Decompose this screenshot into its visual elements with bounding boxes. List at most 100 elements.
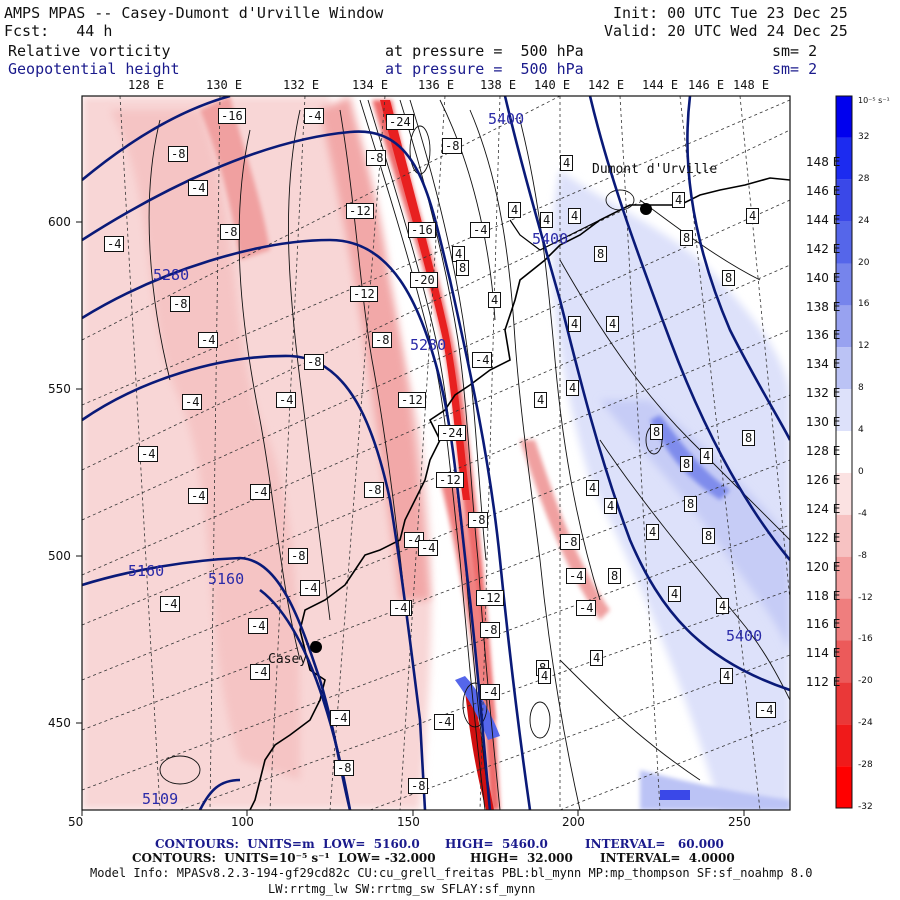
height-label: 5400 [532,230,569,248]
colorbar-label: 16 [858,299,870,310]
height-label: 5400 [726,627,763,645]
right-lon-label: 144 E [806,212,841,227]
colorbar-swatch [836,472,852,515]
colorbar-swatch [836,556,852,599]
vorticity-contour-label: -4 [390,600,411,616]
vorticity-contour-label: -4 [576,600,597,616]
x-tick-100: 100 [231,815,254,829]
height-label: 5160 [128,562,165,580]
footer-vort-high: HIGH= 32.000 [470,851,573,865]
vorticity-contour-label: -4 [198,332,219,348]
x-tick-150: 150 [397,815,420,829]
init-time: Init: 00 UTC Tue 23 Dec 25 [613,4,848,22]
vorticity-contour-label: -4 [188,180,209,196]
colorbar-swatch [836,431,852,473]
colorbar-label: 0 [858,466,864,477]
vorticity-contour-label: -12 [350,286,378,302]
right-lon-label: 134 E [806,357,841,372]
vorticity-contour-label: -4 [304,108,325,124]
vorticity-field [82,96,790,810]
vorticity-contour-label: -16 [218,108,246,124]
vorticity-contour-label: 4 [586,480,600,496]
vorticity-contour-label: -4 [472,352,493,368]
vorticity-contours [148,99,790,810]
right-lon-label: 136 E [806,328,841,343]
vorticity-contour-label: -8 [366,150,387,166]
footer-height-contours: CONTOURS: UNITS=m LOW= 5160.0 [155,837,420,851]
right-lon-label: 122 E [806,530,841,545]
top-lon-label: 134 E [352,78,389,92]
colorbar-label: 8 [858,383,864,394]
vorticity-contour-label: -8 [442,138,463,154]
vorticity-contour-label: 4 [672,192,686,208]
colorbar-label: -24 [858,718,873,729]
vorticity-contour-label: 4 [508,202,522,218]
vorticity-contour-label: -16 [408,222,436,238]
colorbar-swatch [836,766,852,808]
vorticity-contour-label: 8 [680,230,694,246]
colorbar-label: 4 [858,425,864,436]
vorticity-contour-label: 4 [538,668,552,684]
vorticity-contour-label: -8 [372,332,393,348]
vorticity-contour-label: -4 [182,394,203,410]
colorbar-swatch [836,640,852,683]
right-lon-label: 138 E [806,299,841,314]
field2-pressure: at pressure = 500 hPa [385,60,584,78]
vorticity-contour-label: -4 [276,392,297,408]
height-label: 5400 [488,110,525,128]
right-lon-label: 142 E [806,241,841,256]
y-tick-450: 450 [48,716,71,730]
right-lon-label: 112 E [806,675,841,690]
height-label: 5280 [153,266,190,284]
top-lon-label: 130 E [206,78,243,92]
station-dumont-durville-marker [640,203,652,215]
vorticity-contour-label: 4 [716,598,730,614]
vorticity-contour-label: -4 [138,446,159,462]
right-lon-label: 126 E [806,472,841,487]
colorbar-swatch [836,221,852,264]
colorbar-label: -28 [858,760,873,771]
vorticity-contour-label: 8 [594,246,608,262]
top-lon-label: 146 E [688,78,725,92]
vorticity-contour-label: -8 [468,512,489,528]
height-label: 5280 [410,336,447,354]
y-tick-500: 500 [48,549,71,563]
vorticity-contour-label: -12 [436,472,464,488]
colorbar-swatch [836,179,852,222]
vorticity-contour-label: -4 [104,236,125,252]
right-lon-label: 140 E [806,270,841,285]
vorticity-contour-label: -4 [248,618,269,634]
vorticity-contour-label: 4 [604,498,618,514]
x-tick-50: 50 [68,815,84,829]
field1-name: Relative vorticity [8,42,171,60]
vorticity-contour-label: -20 [410,272,438,288]
vorticity-contour-label: -4 [250,484,271,500]
vorticity-contour-label: 4 [646,524,660,540]
top-lon-label: 132 E [283,78,320,92]
height-label: 5109 [142,790,179,808]
top-lon-label: 142 E [588,78,625,92]
footer-vort-interval: INTERVAL= 4.0000 [600,851,735,865]
top-lon-label: 138 E [480,78,517,92]
vorticity-contour-label: -8 [304,354,325,370]
vorticity-contour-label: -4 [300,580,321,596]
vorticity-contour-label: 8 [680,456,694,472]
x-tick-200: 200 [562,815,585,829]
y-tick-600: 600 [48,215,71,229]
vorticity-contour-label: -4 [434,714,455,730]
vorticity-contour-label: 4 [590,650,604,666]
vorticity-contour-label: -8 [480,622,501,638]
colorbar-label: -32 [858,802,873,812]
colorbar-label: 20 [858,257,870,268]
colorbar-swatch [836,514,852,557]
forecast-hour: Fcst: 44 h [4,22,113,40]
top-lon-label: 128 E [128,78,165,92]
colorbar-label: 24 [858,215,870,226]
colorbar-swatch [836,96,852,138]
vorticity-contour-label: 8 [608,568,622,584]
colorbar-label: -4 [858,508,867,519]
vorticity-contour-label: -12 [346,203,374,219]
vorticity-contour-label: -12 [398,392,426,408]
vorticity-contour-label: -8 [364,482,385,498]
y-tick-550: 550 [48,382,71,396]
